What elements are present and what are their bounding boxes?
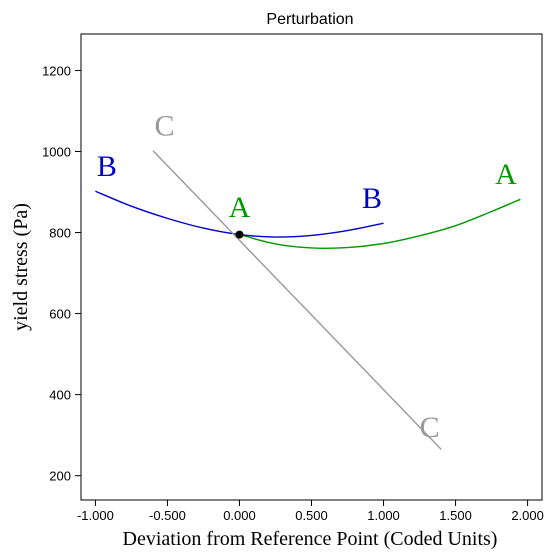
curve-label-a: A [229,191,251,224]
curve-label-b: B [97,150,117,183]
y-tick-label: 200 [49,469,71,484]
series-line-a [239,198,521,249]
x-tick-label: 0.500 [295,508,328,523]
y-axis-ticks: 200 400 600 800 1000 1200 [42,63,81,484]
x-tick-label: 1.500 [439,508,472,523]
curve-label-b: B [362,182,382,215]
y-tick-label: 1200 [42,63,71,78]
reference-point-marker [235,230,244,239]
chart-title: Perturbation [266,11,353,28]
x-tick-label: 1.000 [367,508,400,523]
x-tick-label: 0.000 [223,508,256,523]
x-tick-label: -1.000 [77,508,114,523]
x-axis-label: Deviation from Reference Point (Coded Un… [123,528,498,550]
curve-label-a: A [495,158,517,191]
x-tick-label: 2.000 [511,508,544,523]
y-axis-label: yield stress (Pa) [10,203,32,331]
curve-label-layer: A A B B C C [97,109,517,444]
plot-frame [80,33,543,501]
y-tick-label: 400 [49,388,71,403]
x-tick-label: -0.500 [149,508,186,523]
y-tick-label: 1000 [42,145,71,160]
x-axis-ticks: -1.000 -0.500 0.000 0.500 1.000 1.500 2.000 [77,500,544,523]
y-tick-label: 600 [49,307,71,322]
series-layer [95,150,521,450]
series-line-c [152,150,442,450]
curve-label-c: C [420,411,440,444]
y-tick-label: 800 [49,226,71,241]
curve-label-c: C [155,109,175,142]
